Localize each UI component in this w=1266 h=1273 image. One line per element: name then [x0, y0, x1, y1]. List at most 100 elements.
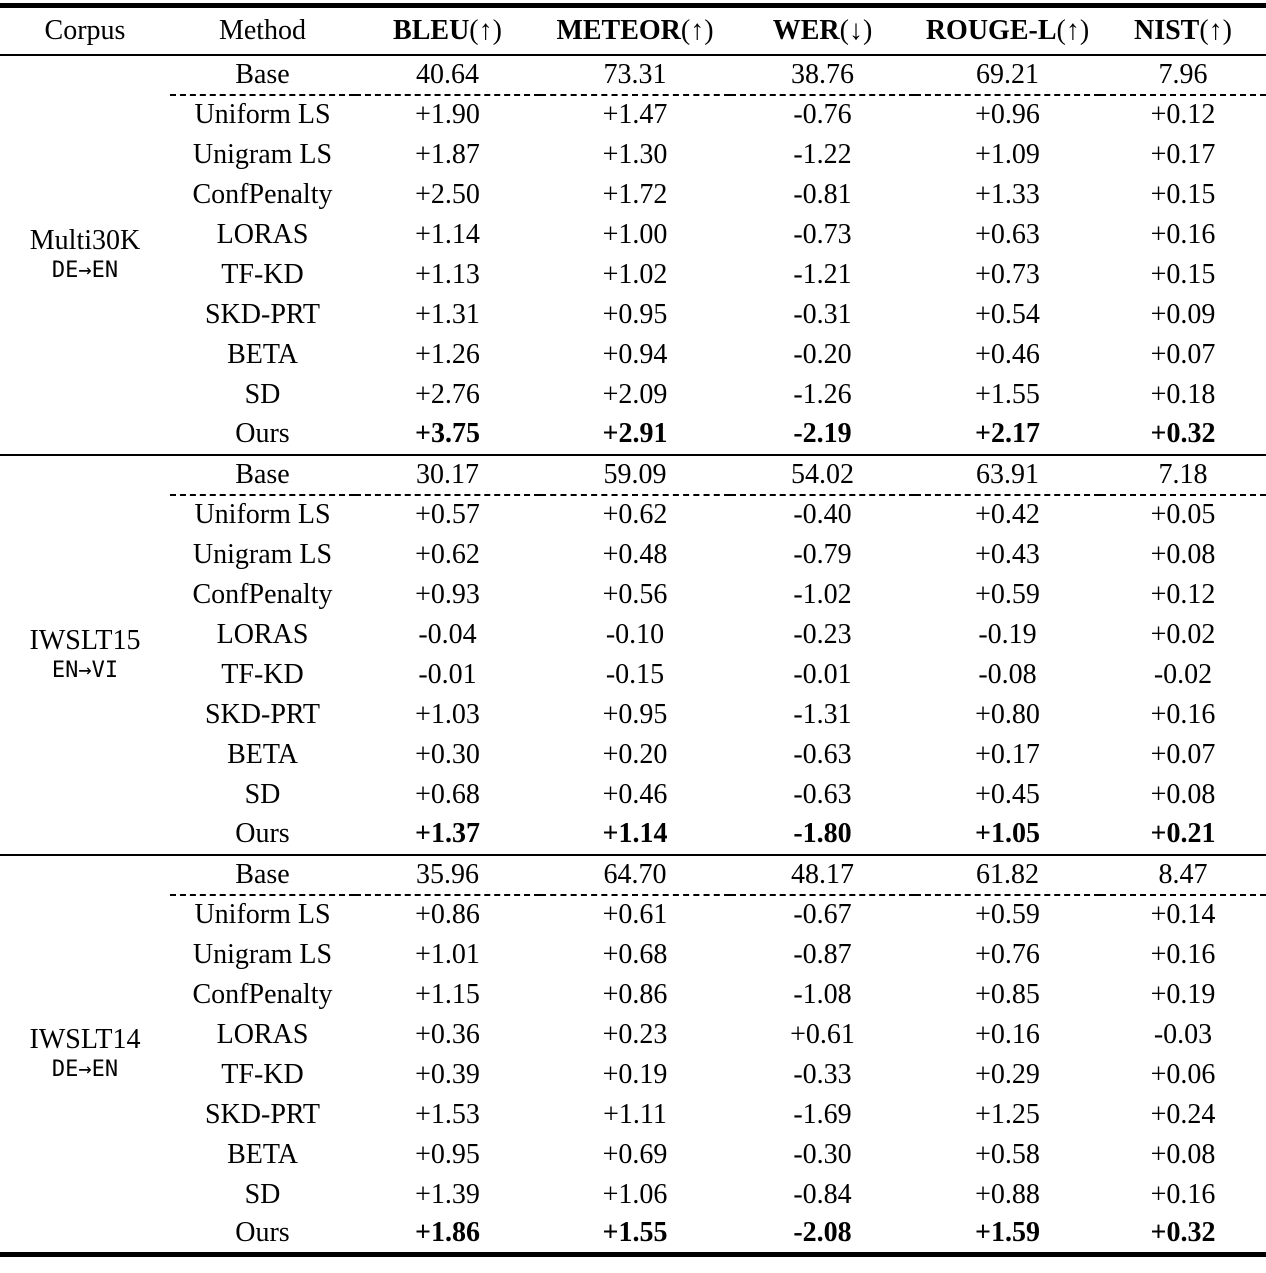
value-cell: +0.59	[975, 578, 1040, 610]
value-cell: +0.15	[1150, 258, 1216, 290]
value-cell: +1.55	[975, 378, 1040, 410]
method-cell: SD	[244, 1178, 281, 1210]
value-cell: +2.76	[415, 378, 480, 410]
table-header-row: Corpus Method BLEU(↑) METEOR(↑) WER(↓) R…	[0, 5, 1266, 56]
value-cell: +2.50	[415, 178, 480, 210]
method-cell: Ours	[235, 418, 290, 449]
value-cell: -0.76	[793, 99, 852, 130]
col-header-bleu: BLEU(↑)	[355, 5, 540, 56]
table-row: IWSLT15 EN→VI Base 30.17 59.09 54.02 63.91 7.18	[0, 453, 1266, 855]
value-cell: +1.30	[602, 138, 668, 170]
value-cell: +2.17	[975, 418, 1040, 449]
value-cell: -0.01	[418, 658, 477, 690]
value-cell: +0.08	[1150, 1138, 1216, 1170]
col-header-wer: WER(↓)	[730, 5, 915, 56]
value-cell: -0.19	[978, 618, 1037, 650]
value-cell: 59.09	[540, 453, 730, 496]
value-cell: +1.00	[602, 218, 668, 250]
value-cell: +0.12	[1150, 578, 1216, 610]
value-cell: -0.73	[793, 218, 852, 250]
value-cell: +0.69	[602, 1138, 668, 1170]
value-cell: +0.12	[1150, 99, 1216, 130]
value-cell: -2.19	[793, 418, 852, 449]
value-cell: -0.79	[793, 538, 852, 570]
value-cell: +0.61	[790, 1018, 855, 1050]
corpus-name: Multi30K	[29, 224, 141, 256]
col-header-nist: NIST(↑)	[1100, 5, 1266, 56]
value-cell: +0.15	[1150, 178, 1216, 210]
value-cell: +1.55	[602, 1217, 668, 1249]
value-cell: +0.73	[975, 258, 1040, 290]
value-cell: +0.95	[602, 298, 668, 330]
value-cell: +1.09	[975, 138, 1040, 170]
value-cell: -0.03	[1153, 1018, 1213, 1050]
col-header-corpus: Corpus	[0, 5, 170, 56]
method-cell: Base	[170, 54, 355, 96]
value-cell: +0.68	[415, 778, 480, 810]
value-cell: +1.86	[415, 1217, 480, 1249]
table-row: Ours +3.75 +2.91 -2.19 +2.17 +0.32	[0, 415, 1266, 455]
corpus-cell: IWSLT15 EN→VI	[0, 453, 170, 855]
metric-name: BLEU	[393, 14, 470, 46]
method-cell: LORAS	[216, 218, 309, 250]
value-cell: 30.17	[355, 453, 540, 496]
value-cell: +0.19	[602, 1058, 668, 1090]
value-cell: +0.21	[1150, 818, 1216, 849]
results-table: Corpus Method BLEU(↑) METEOR(↑) WER(↓) R…	[0, 3, 1266, 1257]
col-header-rouge-l: ROUGE-L(↑)	[915, 5, 1100, 56]
corpus-name: IWSLT14	[29, 1023, 141, 1055]
metric-arrow: (↑)	[1199, 14, 1233, 46]
value-cell: -0.23	[793, 618, 852, 650]
value-cell: -0.67	[793, 899, 852, 930]
value-cell: -1.80	[793, 818, 852, 849]
value-cell: -1.69	[793, 1098, 852, 1130]
method-cell: TF-KD	[221, 1058, 304, 1090]
table-row: Multi30K DE→EN Base 40.64 73.31 38.76 69.21 7.9…	[0, 54, 1266, 283]
metric-arrow: (↓)	[839, 14, 873, 46]
method-cell: SKD-PRT	[204, 1098, 320, 1130]
value-cell: +0.23	[602, 1018, 668, 1050]
table-row: Uniform LS +1.90 +1.47 -0.76 +0.96 +0.12	[0, 95, 1266, 135]
value-cell: +0.86	[602, 978, 668, 1010]
method-cell: BETA	[227, 738, 298, 770]
value-cell: +0.24	[1150, 1098, 1216, 1130]
value-cell: +0.85	[975, 978, 1040, 1010]
value-cell: +0.16	[1150, 698, 1216, 730]
value-cell: +0.16	[975, 1018, 1040, 1050]
metric-arrow: (↑)	[680, 14, 714, 46]
value-cell: -0.30	[793, 1138, 852, 1170]
col-header-method: Method	[170, 5, 355, 56]
method-cell: SKD-PRT	[204, 698, 320, 730]
value-cell: +1.37	[415, 818, 480, 849]
value-cell: 69.21	[915, 54, 1100, 96]
value-cell: +0.29	[975, 1058, 1040, 1090]
method-cell: Uniform LS	[194, 499, 331, 530]
value-cell: +0.46	[975, 338, 1040, 370]
value-cell: +1.90	[415, 99, 480, 130]
value-cell: +0.20	[602, 738, 668, 770]
value-cell: +0.07	[1150, 338, 1216, 370]
metric-arrow: (↑)	[1056, 14, 1090, 46]
value-cell: +1.11	[603, 1098, 667, 1130]
value-cell: 48.17	[730, 853, 915, 896]
value-cell: +0.93	[415, 578, 480, 610]
value-cell: +1.72	[602, 178, 668, 210]
value-cell: +0.86	[415, 899, 480, 930]
value-cell: +0.18	[1150, 378, 1216, 410]
value-cell: +0.57	[415, 499, 480, 530]
table-row: LORAS +1.14 +1.00 -0.73 +0.63 +0.16	[0, 215, 1266, 255]
value-cell: +0.36	[415, 1018, 480, 1050]
corpus-direction: EN→VI	[51, 657, 119, 683]
table-row: SKD-PRT +1.03 +0.95 -1.31 +0.80 +0.16	[0, 695, 1266, 735]
value-cell: -0.81	[793, 178, 852, 210]
value-cell: +0.63	[975, 218, 1040, 250]
metric-name: WER	[772, 14, 840, 46]
value-cell: -0.02	[1153, 658, 1213, 690]
value-cell: 63.91	[915, 453, 1100, 496]
value-cell: +1.25	[975, 1098, 1040, 1130]
value-cell: 38.76	[730, 54, 915, 96]
method-cell: Base	[170, 853, 355, 896]
table-row: SKD-PRT +1.31 +0.95 -0.31 +0.54 +0.09	[0, 295, 1266, 335]
value-cell: +0.16	[1150, 1178, 1216, 1210]
method-cell: Ours	[235, 818, 290, 849]
